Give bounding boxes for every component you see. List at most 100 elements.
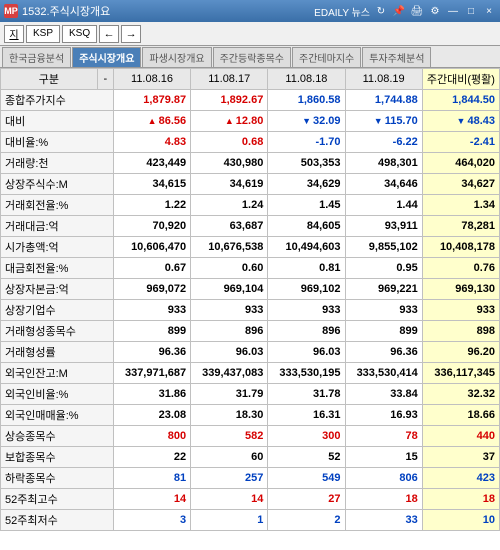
cell-value: 10,494,603 bbox=[268, 237, 345, 258]
cell-value: 96.03 bbox=[268, 342, 345, 363]
cell-value: 933 bbox=[345, 300, 422, 321]
cell-value: 22 bbox=[113, 447, 190, 468]
cell-value: 898 bbox=[422, 321, 499, 342]
cell-value: 333,530,195 bbox=[268, 363, 345, 384]
row-label: 상장자본금:억 bbox=[1, 279, 114, 300]
cell-value: 582 bbox=[191, 426, 268, 447]
minimize-icon[interactable]: — bbox=[446, 4, 460, 18]
cell-value: 14 bbox=[113, 489, 190, 510]
header-date: 11.08.18 bbox=[268, 69, 345, 90]
sub-tab[interactable]: 한국금융분석 bbox=[2, 47, 71, 67]
settings-icon[interactable]: ⚙ bbox=[428, 4, 442, 18]
pin-icon[interactable]: 📌 bbox=[392, 4, 406, 18]
cell-value: 34,627 bbox=[422, 174, 499, 195]
sub-tab[interactable]: 주간테마지수 bbox=[292, 47, 361, 67]
row-label: 종합주가지수 bbox=[1, 90, 114, 111]
cell-value: 0.95 bbox=[345, 258, 422, 279]
cell-value: 32.32 bbox=[422, 384, 499, 405]
cell-value: 969,072 bbox=[113, 279, 190, 300]
data-table: 구분 - 11.08.16 11.08.17 11.08.18 11.08.19… bbox=[0, 68, 500, 531]
print-icon[interactable]: 🖨 bbox=[410, 4, 424, 18]
header-date: 11.08.19 bbox=[345, 69, 422, 90]
titlebar: MP 1532.주식시장개요 EDAILY 뉴스 ↻ 📌 🖨 ⚙ — □ × bbox=[0, 0, 500, 22]
header-weekly: 주간대비(평활) bbox=[422, 69, 499, 90]
row-label: 거래대금:억 bbox=[1, 216, 114, 237]
cell-value: 806 bbox=[345, 468, 422, 489]
cell-value: 96.36 bbox=[345, 342, 422, 363]
cell-value: 899 bbox=[345, 321, 422, 342]
table-row: 대비▲86.56▲12.80▼32.09▼115.70▼48.43 bbox=[1, 111, 500, 132]
table-row: 거래량:천423,449430,980503,353498,301464,020 bbox=[1, 153, 500, 174]
cell-value: ▼32.09 bbox=[268, 111, 345, 132]
table-row: 외국인매매율:%23.0818.3016.3116.9318.66 bbox=[1, 405, 500, 426]
row-label: 거래형성종목수 bbox=[1, 321, 114, 342]
ksq-tab[interactable]: KSQ bbox=[62, 25, 97, 43]
header-dash: - bbox=[97, 69, 113, 90]
cell-value: 1.22 bbox=[113, 195, 190, 216]
cell-value: 549 bbox=[268, 468, 345, 489]
cell-value: 93,911 bbox=[345, 216, 422, 237]
header-row: 구분 - 11.08.16 11.08.17 11.08.18 11.08.19… bbox=[1, 69, 500, 90]
cell-value: 4.83 bbox=[113, 132, 190, 153]
next-button[interactable]: → bbox=[121, 25, 141, 43]
cell-value: 3 bbox=[113, 510, 190, 531]
cell-value: 933 bbox=[422, 300, 499, 321]
table-row: 거래대금:억70,92063,68784,60593,91178,281 bbox=[1, 216, 500, 237]
row-label: 거래형성률 bbox=[1, 342, 114, 363]
cell-value: 1,844.50 bbox=[422, 90, 499, 111]
cell-value: 336,117,345 bbox=[422, 363, 499, 384]
cell-value: 34,615 bbox=[113, 174, 190, 195]
cell-value: 34,646 bbox=[345, 174, 422, 195]
cell-value: 96.36 bbox=[113, 342, 190, 363]
sub-tab[interactable]: 파생시장개요 bbox=[142, 47, 211, 67]
cell-value: 0.81 bbox=[268, 258, 345, 279]
cell-value: 1.24 bbox=[191, 195, 268, 216]
row-label: 하락종목수 bbox=[1, 468, 114, 489]
refresh-icon[interactable]: ↻ bbox=[374, 4, 388, 18]
sub-tab[interactable]: 투자주체분석 bbox=[362, 47, 431, 67]
cell-value: 18 bbox=[422, 489, 499, 510]
cell-value: 84,605 bbox=[268, 216, 345, 237]
cell-value: 0.68 bbox=[191, 132, 268, 153]
row-label: 52주최고수 bbox=[1, 489, 114, 510]
table-row: 시가총액:억10,606,47010,676,53810,494,6039,85… bbox=[1, 237, 500, 258]
cell-value: 14 bbox=[191, 489, 268, 510]
cell-value: 1,879.87 bbox=[113, 90, 190, 111]
cell-value: 18.66 bbox=[422, 405, 499, 426]
cell-value: 37 bbox=[422, 447, 499, 468]
sub-tabs: 한국금융분석주식시장개요파생시장개요주간등락종목수주간테마지수투자주체분석 bbox=[0, 46, 500, 68]
cell-value: 81 bbox=[113, 468, 190, 489]
row-label: 상장주식수:M bbox=[1, 174, 114, 195]
cell-value: 969,130 bbox=[422, 279, 499, 300]
cell-value: 503,353 bbox=[268, 153, 345, 174]
ksp-tab[interactable]: KSP bbox=[26, 25, 60, 43]
table-row: 하락종목수81257549806423 bbox=[1, 468, 500, 489]
toolbar: 지 KSP KSQ ← → bbox=[0, 22, 500, 46]
cell-value: 899 bbox=[113, 321, 190, 342]
cell-value: 31.86 bbox=[113, 384, 190, 405]
cell-value: 969,102 bbox=[268, 279, 345, 300]
row-label: 거래회전율:% bbox=[1, 195, 114, 216]
cell-value: 423 bbox=[422, 468, 499, 489]
maximize-icon[interactable]: □ bbox=[464, 4, 478, 18]
cell-value: 333,530,414 bbox=[345, 363, 422, 384]
table-row: 거래회전율:%1.221.241.451.441.34 bbox=[1, 195, 500, 216]
table-row: 상장기업수933933933933933 bbox=[1, 300, 500, 321]
prev-button[interactable]: ← bbox=[99, 25, 119, 43]
cell-value: 1.45 bbox=[268, 195, 345, 216]
app-icon: MP bbox=[4, 4, 18, 18]
table-row: 52주최고수1414271818 bbox=[1, 489, 500, 510]
cell-value: 440 bbox=[422, 426, 499, 447]
close-icon[interactable]: × bbox=[482, 4, 496, 18]
sub-tab[interactable]: 주식시장개요 bbox=[72, 47, 141, 67]
cell-value: ▲86.56 bbox=[113, 111, 190, 132]
table-row: 52주최저수3123310 bbox=[1, 510, 500, 531]
cell-value: 15 bbox=[345, 447, 422, 468]
cell-value: 23.08 bbox=[113, 405, 190, 426]
index-button[interactable]: 지 bbox=[4, 25, 24, 43]
header-date: 11.08.17 bbox=[191, 69, 268, 90]
cell-value: 933 bbox=[113, 300, 190, 321]
cell-value: 10,606,470 bbox=[113, 237, 190, 258]
sub-tab[interactable]: 주간등락종목수 bbox=[213, 47, 291, 67]
cell-value: -6.22 bbox=[345, 132, 422, 153]
